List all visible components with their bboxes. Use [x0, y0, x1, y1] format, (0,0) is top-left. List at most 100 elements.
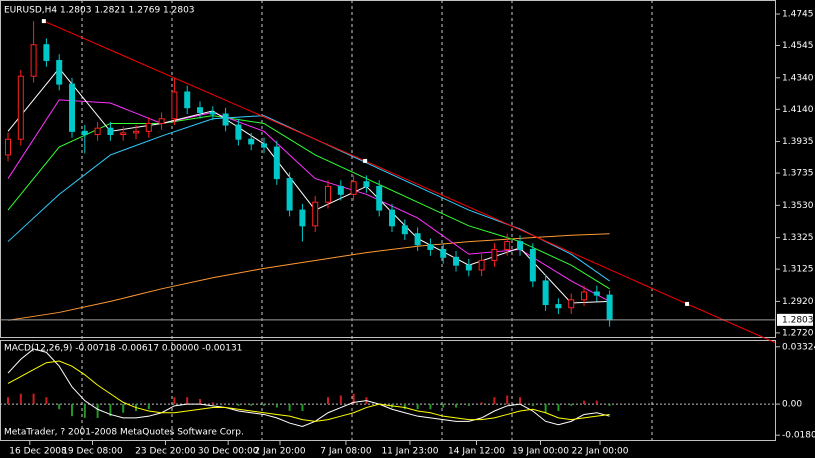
macd-title: MACD(12,26,9) -0.00718 -0.00617 0.00000 … — [4, 344, 242, 354]
histogram-bar — [531, 404, 534, 406]
x-tick-label: 19 Jan 00:00 — [512, 447, 569, 457]
candle-body — [568, 299, 575, 309]
x-tick-label: 16 Dec 2008 — [9, 447, 67, 457]
histogram-bar — [608, 404, 611, 406]
y-tick-label: 0.03324 — [782, 342, 815, 352]
candle-body — [465, 264, 472, 271]
histogram-bar — [83, 404, 86, 418]
candle-body — [299, 209, 306, 227]
y-tick-label: -0.01801 — [782, 431, 815, 441]
histogram-bar — [211, 402, 214, 405]
candle-body — [69, 83, 76, 132]
candle-body — [593, 291, 600, 296]
candle-body — [440, 248, 447, 258]
candle-body — [158, 118, 165, 124]
candle-body — [209, 111, 216, 115]
candle-body — [312, 201, 319, 227]
histogram-bar — [506, 395, 509, 405]
histogram-bar — [122, 404, 125, 413]
candle-body — [414, 233, 421, 246]
histogram-bar — [467, 404, 470, 406]
y-tick-label: 1.3125 — [782, 265, 814, 275]
last-price-label: 1.2803 — [782, 315, 814, 325]
y-tick-label: 1.3935 — [782, 137, 814, 147]
candle-body — [184, 91, 191, 109]
histogram-bar — [250, 404, 253, 406]
candle-body — [363, 181, 370, 187]
candle-body — [235, 124, 242, 140]
period-separators — [81, 0, 653, 441]
candle-body — [81, 130, 88, 135]
trendline-anchor — [363, 158, 368, 163]
candle-body — [427, 244, 434, 250]
candle-body — [145, 122, 152, 132]
histogram-bar — [352, 393, 355, 405]
histogram-bar — [301, 404, 304, 411]
x-tick-label: 7 Jan 08:00 — [320, 447, 372, 457]
candle-body — [261, 143, 268, 148]
candle-body — [517, 241, 524, 250]
histogram-bar — [583, 400, 586, 405]
x-tick-label: 2 Jan 20:00 — [254, 447, 306, 457]
candle-body — [94, 127, 101, 135]
candle-body — [504, 241, 511, 250]
macd-line — [7, 348, 610, 428]
histogram-bar — [45, 397, 48, 405]
histogram-bar — [237, 404, 240, 406]
histogram-bar — [19, 393, 22, 405]
histogram-bar — [263, 404, 266, 406]
histogram-bar — [519, 397, 522, 405]
histogram-bar — [186, 397, 189, 405]
last-price-box — [777, 313, 813, 326]
macd-line — [7, 360, 610, 422]
y-tick-label: 1.2920 — [782, 297, 814, 307]
histogram-bar — [7, 397, 10, 405]
histogram-bar — [147, 404, 150, 410]
y-tick-label: 1.3530 — [782, 201, 814, 211]
candle-body — [529, 248, 536, 282]
candle-body — [542, 280, 549, 306]
x-tick-label: 22 Jan 00:00 — [572, 447, 629, 457]
candle-body — [197, 107, 204, 113]
trendline-extension — [686, 303, 776, 344]
histogram-bar — [442, 404, 445, 408]
histogram-bar — [339, 395, 342, 405]
y-tick-label: 1.4545 — [782, 41, 814, 51]
candle-body — [478, 259, 485, 271]
histogram-bar — [32, 393, 35, 405]
candle-body — [401, 225, 408, 235]
candle-body — [30, 44, 37, 77]
y-tick-label: 1.3325 — [782, 233, 814, 243]
histogram-bar — [71, 404, 74, 417]
candle-body — [376, 185, 383, 211]
chart-title: EURUSD,H4 1.2803 1.2821 1.2769 1.2803 — [4, 6, 195, 16]
x-tick-label: 23 Dec 20:00 — [135, 447, 196, 457]
histogram-bar — [327, 397, 330, 405]
candle-body — [248, 138, 255, 145]
histogram-bar — [455, 404, 458, 408]
candle-body — [133, 130, 140, 134]
main-frame — [0, 0, 776, 338]
y-tick-label: 1.2720 — [782, 328, 814, 338]
y-tick-label: 1.4340 — [782, 73, 814, 83]
candle-body — [350, 181, 357, 195]
candle-body — [491, 248, 498, 261]
candle-body — [5, 138, 12, 156]
candle-body — [606, 294, 613, 321]
histogram-bar — [595, 400, 598, 405]
histogram-bar — [544, 404, 547, 413]
trendline-anchor — [41, 19, 46, 24]
histogram-bar — [570, 404, 573, 406]
candle-body — [120, 132, 127, 135]
y-tick-label: 1.4745 — [782, 10, 814, 20]
histogram-bar — [288, 404, 291, 411]
candle-body — [222, 113, 229, 126]
histogram-bar — [480, 402, 483, 405]
y-tick-label: 1.4140 — [782, 105, 814, 115]
histogram-bar — [199, 398, 202, 405]
macd-frame — [0, 340, 776, 441]
y-tick-label: 1.3735 — [782, 169, 814, 179]
frame — [0, 0, 776, 441]
